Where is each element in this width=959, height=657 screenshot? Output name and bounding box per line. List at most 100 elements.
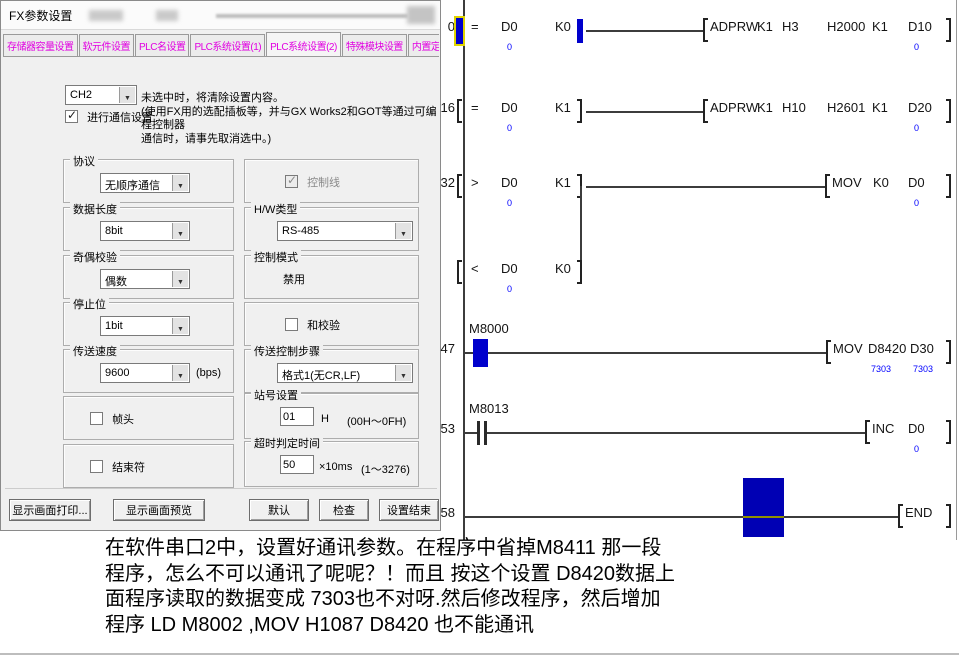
instruction-adprw[interactable]: ADPRW [710,100,759,115]
print-screen-button[interactable]: 显示画面打印... [9,499,91,521]
instruction-inc[interactable]: INC [872,421,895,436]
check-button[interactable]: 检查 [319,499,369,521]
step-number: 0 [447,19,455,34]
protocol-group: 协议 无顺序通信 [63,153,234,203]
device-operand[interactable]: D0 [501,175,518,190]
instruction-bracket-close [946,18,951,42]
hw-type-select[interactable]: RS-485 [277,221,413,241]
device-operand[interactable]: D0 [501,19,518,34]
compare-operator[interactable]: > [471,175,479,190]
parity-value: 偶数 [105,276,127,288]
dialog-titlebar[interactable]: FX参数设置 [1,1,440,30]
instruction-arg[interactable]: K1 [872,19,888,34]
channel-select[interactable]: CH2 [65,85,137,105]
frame-header-row[interactable]: 帧头 [90,411,134,427]
station-number-input[interactable] [280,407,314,426]
monitor-value: 0 [914,198,920,208]
dropdown-arrow-icon[interactable] [119,87,135,103]
device-operand[interactable]: D0 [501,261,518,276]
control-line-label: 控制线 [307,177,341,189]
tab-built-in-positioning[interactable]: 内置定位设置 [407,34,439,56]
tab-plc-name[interactable]: PLC名设置 [135,34,190,56]
comm-settings-checkbox[interactable] [65,108,78,123]
redacted-blur [156,10,178,21]
dropdown-arrow-icon[interactable] [172,318,188,334]
no-contact-icon[interactable] [477,421,480,445]
stop-bit-group: 停止位 1bit [63,296,234,346]
bottom-divider [0,653,959,655]
dialog-title: FX参数设置 [9,9,73,23]
instruction-arg[interactable]: K1 [757,100,773,115]
instruction-arg[interactable]: H10 [782,100,806,115]
instruction-end[interactable]: END [905,505,933,520]
constant-operand[interactable]: K0 [555,261,571,276]
finish-setting-button[interactable]: 设置结束 [379,499,439,521]
instruction-bracket-open [703,18,708,42]
stop-bit-label: 停止位 [70,296,109,312]
stop-bit-select[interactable]: 1bit [100,316,190,336]
control-mode-label: 控制模式 [251,249,301,265]
default-button[interactable]: 默认 [249,499,309,521]
monitor-value: 0 [507,284,513,294]
instruction-bracket-open [703,99,708,123]
dropdown-arrow-icon[interactable] [395,365,411,381]
device-operand[interactable]: D0 [501,100,518,115]
constant-operand[interactable]: K1 [555,100,571,115]
instruction-arg[interactable]: D10 [908,19,932,34]
instruction-bracket-close [946,340,951,364]
timeout-input[interactable] [280,455,314,474]
ladder-editor[interactable]: 0 = D0 0 K0 ADPRW K1 H3 H2000 K1 D10 0 1… [437,0,959,540]
comm-settings-checkbox-row[interactable]: 进行通信设置 [65,108,153,125]
constant-operand[interactable]: K0 [555,19,571,34]
instruction-arg[interactable]: K1 [757,19,773,34]
tab-plc-system-2[interactable]: PLC系统设置(2) [266,32,341,56]
instruction-bracket-close [946,420,951,444]
compare-operator[interactable]: = [471,19,479,34]
no-contact-icon[interactable] [484,421,487,445]
print-preview-button[interactable]: 显示画面预览 [113,499,205,521]
instruction-arg[interactable]: D0 [908,175,925,190]
instruction-mov[interactable]: MOV [833,341,863,356]
tab-special-module[interactable]: 特殊模块设置 [341,34,407,56]
compare-operator[interactable]: < [471,261,479,276]
instruction-arg[interactable]: K1 [872,100,888,115]
dropdown-arrow-icon[interactable] [395,223,411,239]
parity-select[interactable]: 偶数 [100,269,190,289]
wire [586,111,703,113]
wire [487,432,865,434]
instruction-arg[interactable]: D30 [910,341,934,356]
terminator-row[interactable]: 结束符 [90,459,145,475]
baud-rate-select[interactable]: 9600 [100,363,190,383]
step-number: 53 [440,421,455,436]
instruction-mov[interactable]: MOV [832,175,862,190]
energized-no-contact[interactable] [473,339,488,367]
instruction-arg[interactable]: H2000 [827,19,866,34]
data-length-select[interactable]: 8bit [100,221,190,241]
instruction-arg[interactable]: D0 [908,421,925,436]
constant-operand[interactable]: K1 [555,175,571,190]
baud-rate-value: 9600 [105,367,130,379]
frame-header-checkbox[interactable] [90,412,103,425]
instruction-arg[interactable]: D8420 [868,341,907,356]
selection-cursor-block[interactable] [743,478,784,537]
sum-check-row[interactable]: 和校验 [285,317,340,333]
sum-check-checkbox[interactable] [285,318,298,331]
compare-operator[interactable]: = [471,100,479,115]
instruction-arg[interactable]: H3 [782,19,799,34]
tab-memory-capacity[interactable]: 存储器容量设置 [3,34,78,56]
dropdown-arrow-icon[interactable] [172,175,188,191]
dropdown-arrow-icon[interactable] [172,271,188,287]
instruction-adprw[interactable]: ADPRW [710,19,759,34]
terminator-checkbox[interactable] [90,460,103,473]
dropdown-arrow-icon[interactable] [172,365,188,381]
contact-bracket-close [577,99,582,123]
protocol-select[interactable]: 无顺序通信 [100,173,190,193]
dropdown-arrow-icon[interactable] [172,223,188,239]
protocol-value: 无顺序通信 [105,180,160,192]
transfer-control-select[interactable]: 格式1(无CR,LF) [277,363,413,383]
tab-plc-system-1[interactable]: PLC系统设置(1) [190,34,266,56]
instruction-arg[interactable]: D20 [908,100,932,115]
instruction-arg[interactable]: K0 [873,175,889,190]
instruction-arg[interactable]: H2601 [827,100,866,115]
tab-device[interactable]: 软元件设置 [78,34,134,56]
